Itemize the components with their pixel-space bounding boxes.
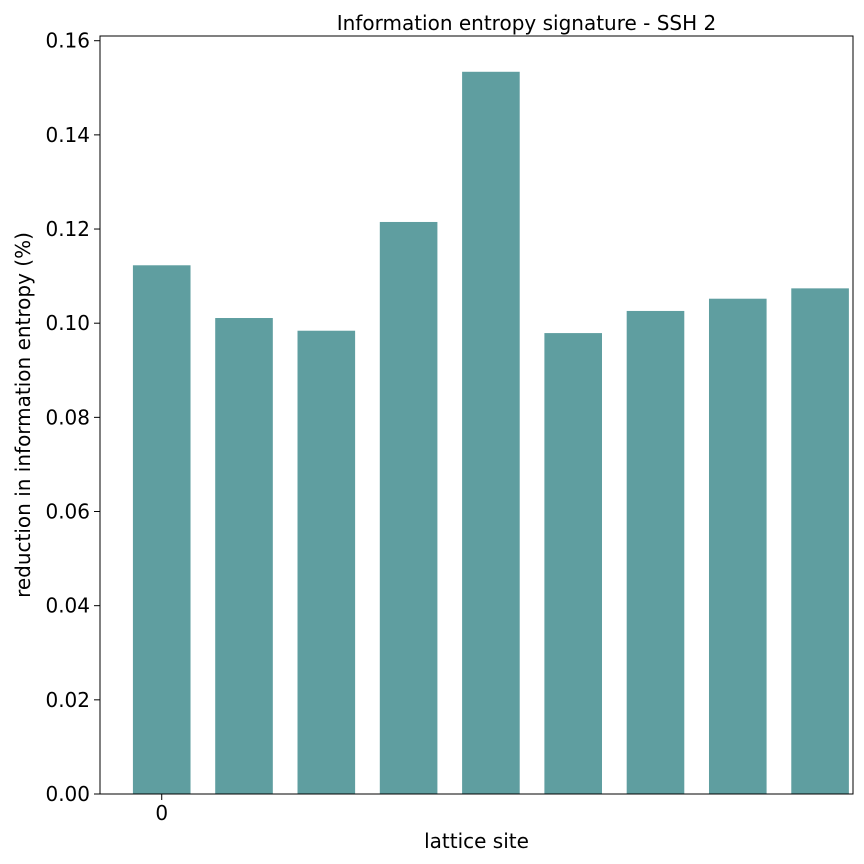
bar-site-5 <box>544 333 602 794</box>
y-tick-label: 0.14 <box>45 123 90 147</box>
y-axis-title: reduction in information entropy (%) <box>11 232 35 598</box>
bar-site-3 <box>379 221 438 795</box>
y-tick-label: 0.04 <box>45 594 90 618</box>
x-tick-label: 0 <box>155 801 168 825</box>
y-tick-label: 0.08 <box>45 405 90 429</box>
x-axis-title: lattice site <box>424 829 529 853</box>
bars-group <box>132 71 849 795</box>
bar-site-7 <box>708 298 767 794</box>
y-tick-label: 0.00 <box>45 782 90 806</box>
bar-site-4 <box>462 71 520 794</box>
x-axis: 0 <box>155 794 168 825</box>
chart-title: Information entropy signature - SSH 2 <box>337 11 717 35</box>
bar-site-0 <box>132 265 191 795</box>
y-axis: 0.00 0.02 0.04 0.06 0.08 0.10 0.12 0.14 0.16 <box>45 29 100 806</box>
bar-site-8 <box>791 288 849 794</box>
bar-site-1 <box>215 318 273 794</box>
y-tick-label: 0.12 <box>45 217 90 241</box>
bar-site-2 <box>297 330 356 794</box>
y-tick-label: 0.10 <box>45 311 90 335</box>
bar-site-6 <box>626 310 685 794</box>
plot-frame <box>99 35 854 795</box>
y-tick-label: 0.06 <box>45 500 90 524</box>
y-tick-label: 0.02 <box>45 688 90 712</box>
y-tick-label: 0.16 <box>45 29 90 53</box>
